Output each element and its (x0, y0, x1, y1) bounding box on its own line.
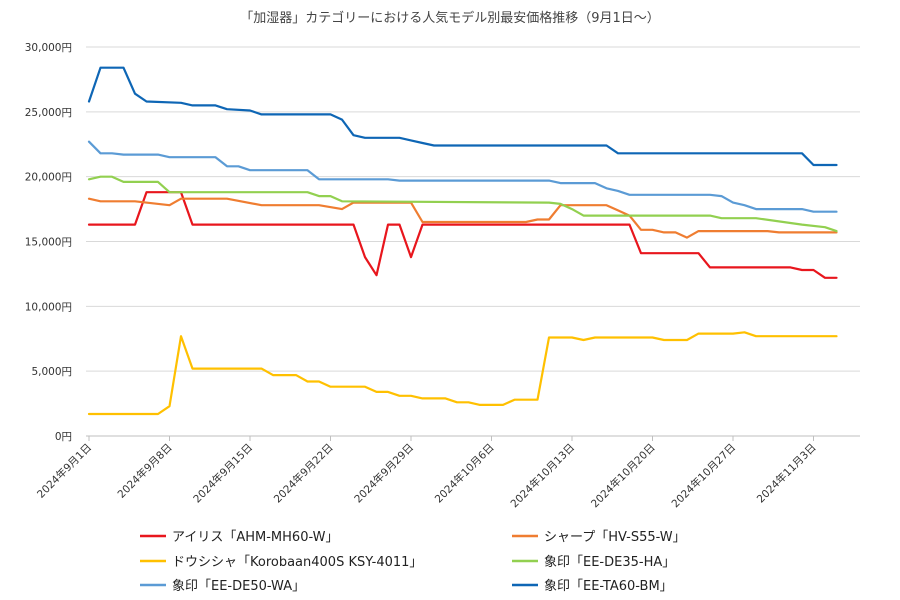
x-tick-label: 2024年9月22日 (271, 441, 336, 506)
legend-label: シャープ「HV-S55-W」 (544, 530, 686, 545)
series-line-6 (87, 66, 838, 167)
series-line-5 (87, 140, 838, 213)
series-line-1 (87, 191, 838, 279)
chart-title: 「加湿器」カテゴリーにおける人気モデル別最安価格推移（9月1日〜） (240, 10, 660, 26)
x-tick-label: 2024年10月20日 (588, 441, 657, 510)
y-axis: 0円 5,000円 10,000円 15,000円 20,000円 25,000円 30,0… (25, 42, 72, 443)
legend-label: アイリス「AHM-MH60-W」 (172, 530, 338, 545)
y-tick-label: 15,000円 (25, 237, 72, 249)
legend: アイリス「AHM-MH60-W」 シャープ「HV-S55-W」ドウシシャ「Koro… (140, 530, 686, 594)
y-tick-label: 0円 (55, 431, 72, 443)
series-line-4 (87, 175, 838, 233)
x-tick-label: 2024年9月1日 (34, 441, 94, 501)
legend-label: ドウシシャ「Korobaan400S KSY-4011」 (172, 555, 422, 570)
grid (86, 46, 860, 437)
series-line-3 (87, 331, 838, 416)
y-tick-label: 20,000円 (25, 172, 72, 184)
y-tick-label: 25,000円 (25, 107, 72, 119)
y-tick-label: 5,000円 (31, 366, 72, 378)
y-tick-label: 30,000円 (25, 42, 72, 54)
x-tick-label: 2024年10月13日 (508, 441, 577, 510)
x-tick-label: 2024年11月3日 (754, 441, 819, 506)
legend-label: 象印「EE-TA60-BM」 (544, 579, 673, 594)
x-tick-label: 2024年9月29日 (352, 441, 417, 506)
x-tick-label: 2024年10月6日 (432, 441, 497, 506)
series-line-2 (87, 197, 838, 239)
x-tick-label: 2024年10月27日 (669, 441, 738, 510)
legend-label: 象印「EE-DE35-HA」 (544, 555, 675, 570)
x-tick-label: 2024年9月8日 (115, 441, 175, 501)
series-lines (87, 66, 838, 416)
x-axis: 2024年9月1日 2024年9月8日 2024年9月15日 2024年9月22日 20… (34, 436, 819, 510)
legend-label: 象印「EE-DE50-WA」 (172, 579, 305, 594)
y-tick-label: 10,000円 (25, 301, 72, 313)
x-tick-label: 2024年9月15日 (191, 441, 256, 506)
